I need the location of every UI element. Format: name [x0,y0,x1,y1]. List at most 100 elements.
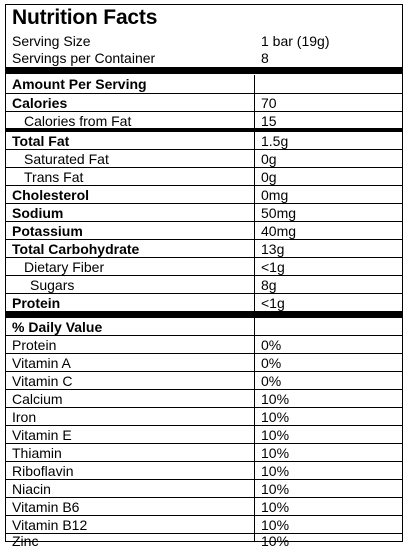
daily-value-row: Calcium 10% [6,390,402,408]
divider-thin [6,335,402,336]
divider-thin [6,239,402,240]
serving-size-label: Serving Size [12,33,91,49]
divider-thin [6,389,402,390]
divider-medium [6,128,402,132]
daily-value-row: Vitamin B12 10% [6,516,402,534]
daily-value-value: 10% [261,427,290,443]
daily-value-label: Riboflavin [12,463,74,479]
daily-value-value: 10% [261,481,290,497]
nutrient-label: Trans Fat [24,169,84,185]
servings-per-container-label: Servings per Container [12,50,156,66]
daily-value-row: Vitamin B6 10% [6,498,402,516]
divider-thin [6,515,402,516]
nutrient-value: 0g [261,151,277,167]
daily-value-value: 10% [261,463,290,479]
daily-value-label: Vitamin E [12,427,72,443]
nutrient-label: Dietary Fiber [24,259,105,275]
divider-thin [6,407,402,408]
nutrient-label: Total Fat [12,133,70,149]
divider-thin [6,353,402,354]
daily-value-label: Zinc [12,533,39,549]
divider-thin [6,93,402,94]
daily-value-value: 10% [261,499,290,515]
serving-size-value: 1 bar (19g) [261,33,330,49]
nutrient-value: 70 [261,95,277,111]
nutrient-value: 0g [261,169,277,185]
daily-value-label: Calcium [12,391,63,407]
daily-value-row: Vitamin A 0% [6,354,402,372]
nutrient-label: Cholesterol [12,187,90,203]
nutrient-row: Calories from Fat 15 [6,112,402,130]
daily-value-label: Vitamin A [12,355,71,371]
daily-value-value: 0% [261,355,282,371]
nutrient-label: Saturated Fat [24,151,109,167]
nutrient-value: 50mg [261,205,297,221]
daily-value-label: Vitamin C [12,373,73,389]
daily-value-value: 10% [261,517,290,533]
nutrient-value: 8g [261,277,277,293]
nutrient-row: Total Fat 1.5g [6,132,402,150]
nutrient-value: 1.5g [261,133,289,149]
daily-value-value: 10% [261,533,290,549]
panel-title: Nutrition Facts [12,6,158,29]
daily-value-label: Vitamin B6 [12,499,80,515]
divider-thin [6,461,402,462]
nutrient-row: Protein <1g [6,294,402,312]
daily-value-row: Iron 10% [6,408,402,426]
column-divider [254,75,255,311]
daily-value-header: % Daily Value [12,319,103,335]
daily-value-label: Thiamin [12,445,62,461]
nutrient-value: 15 [261,113,277,129]
divider-thin [6,185,402,186]
nutrient-value: 0mg [261,187,289,203]
nutrient-value: 13g [261,241,285,257]
divider-thin [6,371,402,372]
divider-thin [6,479,402,480]
column-divider [254,318,255,541]
nutrient-row: Saturated Fat 0g [6,150,402,168]
daily-value-label: Protein [12,337,57,353]
divider-thin [6,167,402,168]
divider-thin [6,533,402,534]
daily-value-label: Niacin [12,481,51,497]
nutrient-value: <1g [261,295,285,311]
nutrient-row: Cholesterol 0mg [6,186,402,204]
nutrient-label: Calories [12,95,68,111]
daily-value-value: 10% [261,445,290,461]
nutrient-value: <1g [261,259,285,275]
nutrient-row: Sodium 50mg [6,204,402,222]
divider-thin [6,111,402,112]
divider-thin [6,221,402,222]
daily-value-label: Iron [12,409,37,425]
amount-header-row: Amount Per Serving [6,75,402,93]
divider-thin [6,257,402,258]
daily-value-row: Protein 0% [6,336,402,354]
daily-value-row: Riboflavin 10% [6,462,402,480]
nutrition-facts-panel: Nutrition Facts Serving Size 1 bar (19g)… [5,4,403,549]
divider-thick [6,67,402,74]
daily-value-label: Vitamin B12 [12,517,88,533]
nutrient-label: Sugars [30,277,75,293]
daily-value-value: 10% [261,409,290,425]
divider-thin [6,425,402,426]
nutrient-label: Total Carbohydrate [12,241,140,257]
nutrient-label: Calories from Fat [24,113,132,129]
nutrient-label: Protein [12,295,61,311]
daily-value-row: Vitamin C 0% [6,372,402,390]
divider-thin [6,293,402,294]
daily-value-row: Thiamin 10% [6,444,402,462]
daily-value-value: 10% [261,391,290,407]
daily-value-row: Niacin 10% [6,480,402,498]
daily-value-header-row: % Daily Value [6,318,402,336]
servings-per-container-value: 8 [261,50,269,66]
nutrient-row: Total Carbohydrate 13g [6,240,402,258]
divider-thin [6,443,402,444]
divider-thin [6,149,402,150]
divider-thin [6,203,402,204]
nutrient-label: Sodium [12,205,64,221]
amount-header: Amount Per Serving [12,76,147,92]
nutrient-label: Potassium [12,223,83,239]
nutrient-row: Potassium 40mg [6,222,402,240]
nutrient-row: Dietary Fiber <1g [6,258,402,276]
daily-value-row: Zinc 10% [6,533,402,552]
